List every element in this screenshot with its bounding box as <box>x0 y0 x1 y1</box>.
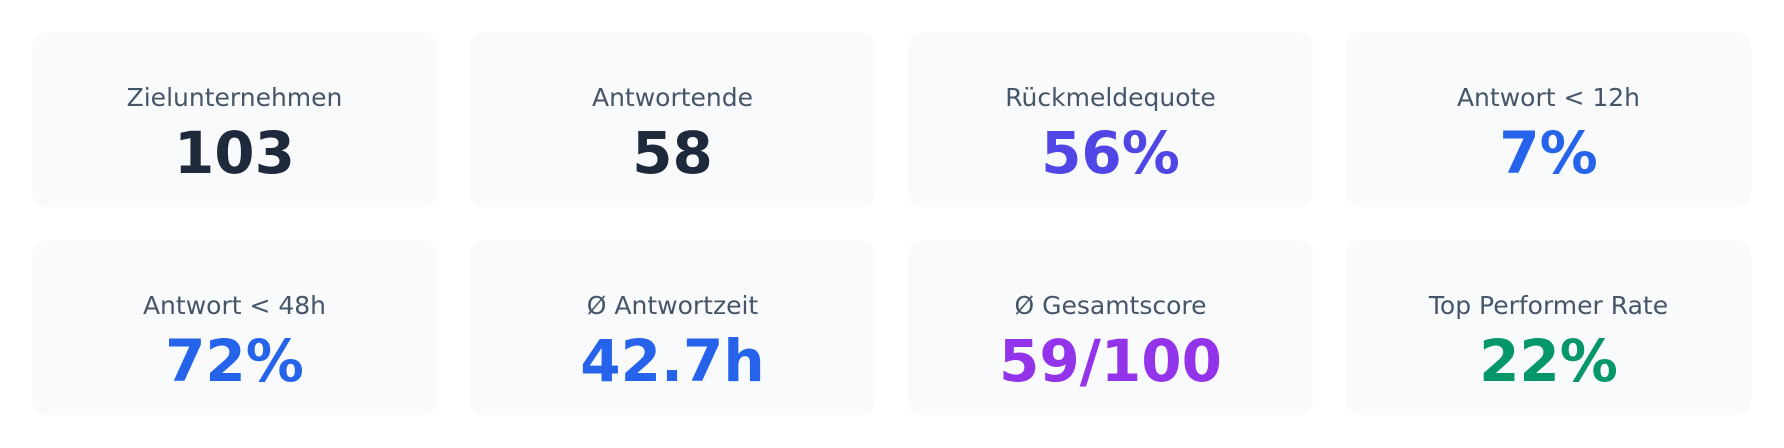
kpi-label: Antwort < 48h <box>142 291 327 320</box>
kpi-card: Ø Antwortzeit 42.7h <box>470 240 875 415</box>
kpi-value: 72% <box>165 327 304 395</box>
kpi-label: Rückmeldequote <box>1005 83 1216 112</box>
kpi-value: 59/100 <box>999 327 1222 395</box>
kpi-value: 56% <box>1041 119 1180 187</box>
kpi-value: 22% <box>1479 327 1618 395</box>
kpi-card: Zielunternehmen 103 <box>32 32 437 207</box>
kpi-label: Ø Antwortzeit <box>586 291 759 320</box>
kpi-label: Zielunternehmen <box>126 83 343 112</box>
kpi-card: Ø Gesamtscore 59/100 <box>908 240 1313 415</box>
kpi-label: Ø Gesamtscore <box>1014 291 1207 320</box>
kpi-card: Antwortende 58 <box>470 32 875 207</box>
kpi-value: 42.7h <box>580 327 765 395</box>
kpi-value: 103 <box>173 119 296 187</box>
kpi-label: Top Performer Rate <box>1428 291 1669 320</box>
kpi-card: Rückmeldequote 56% <box>908 32 1313 207</box>
kpi-value: 7% <box>1499 119 1598 187</box>
kpi-card: Antwort < 48h 72% <box>32 240 437 415</box>
kpi-card: Antwort < 12h 7% <box>1346 32 1751 207</box>
kpi-label: Antwort < 12h <box>1456 83 1641 112</box>
kpi-label: Antwortende <box>591 83 754 112</box>
kpi-value: 58 <box>632 119 713 187</box>
kpi-grid: Zielunternehmen 103 Antwortende 58 Rückmelde… <box>32 32 1751 415</box>
kpi-card: Top Performer Rate 22% <box>1346 240 1751 415</box>
